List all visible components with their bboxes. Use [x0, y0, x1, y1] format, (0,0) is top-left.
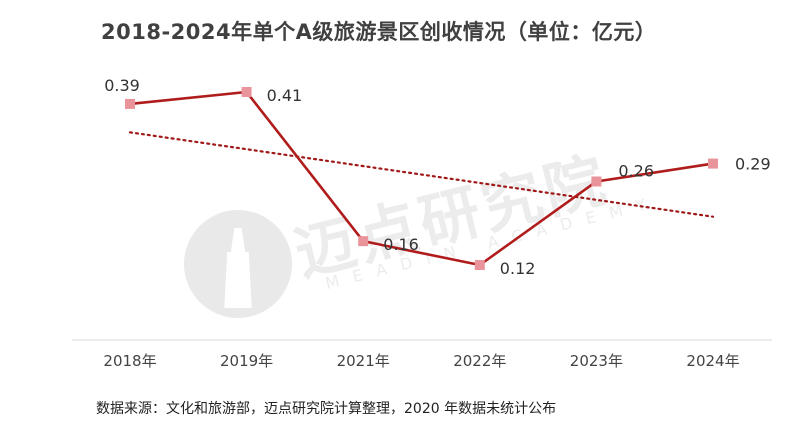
data-label: 0.29	[735, 155, 771, 174]
data-source-note: 数据来源：文化和旅游部，迈点研究院计算整理，2020 年数据未统计公布	[96, 401, 557, 417]
data-point-marker	[241, 87, 252, 97]
data-label: 0.16	[383, 235, 419, 254]
data-point-marker	[125, 98, 135, 109]
data-point-marker	[358, 236, 369, 247]
trendline	[128, 131, 715, 218]
data-point-marker	[591, 176, 602, 187]
data-label: 0.26	[618, 161, 654, 180]
x-tick-label: 2024年	[686, 352, 739, 370]
x-tick-label: 2022年	[453, 352, 506, 370]
data-point-marker	[474, 260, 485, 270]
x-tick-label: 2021年	[337, 352, 390, 370]
data-label: 0.39	[104, 76, 140, 95]
x-tick-label: 2018年	[103, 352, 156, 370]
x-tick-label: 2023年	[570, 352, 623, 370]
chart-title: 2018-2024年单个A级旅游景区创收情况（单位：亿元）	[101, 20, 657, 44]
x-tick-label: 2019年	[220, 352, 273, 370]
series-line	[129, 90, 714, 267]
data-label: 0.12	[500, 259, 536, 278]
data-point-marker	[708, 158, 718, 169]
data-label: 0.41	[267, 86, 303, 105]
